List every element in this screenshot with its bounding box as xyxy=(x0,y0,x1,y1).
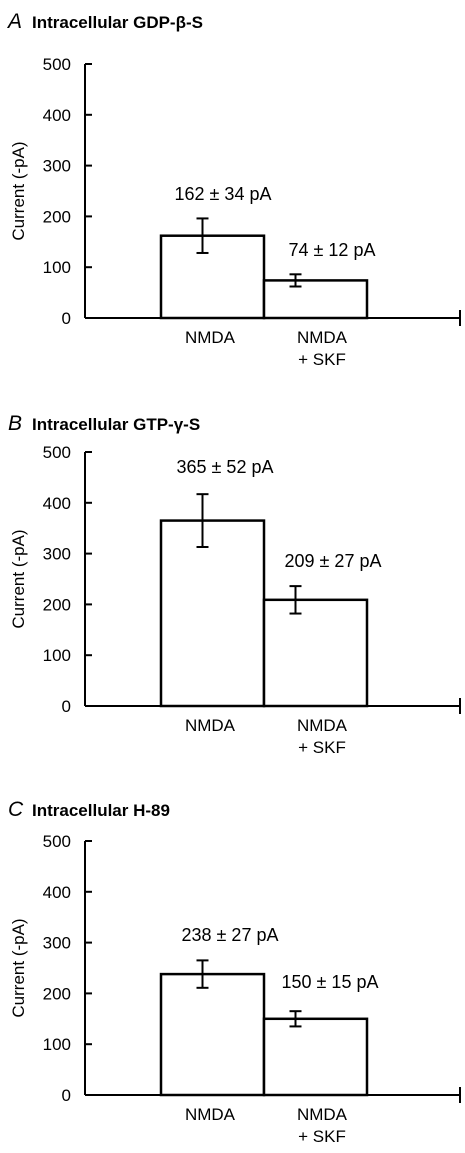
y-tick-label: 400 xyxy=(43,883,71,902)
y-axis-label: Current (-pA) xyxy=(9,918,28,1017)
category-label: NMDA xyxy=(185,716,236,735)
y-tick-label: 0 xyxy=(62,309,71,328)
y-tick-label: 500 xyxy=(43,443,71,462)
y-axis-label: Current (-pA) xyxy=(9,141,28,240)
y-tick-label: 200 xyxy=(43,207,71,226)
category-label: NMDA xyxy=(185,1105,236,1124)
category-label: NMDA + SKF xyxy=(297,328,348,369)
panel-letter: A xyxy=(6,10,22,33)
chart-panel-a: A Intracellular GDP-β-S Current (-pA) 0 100 2… xyxy=(6,10,461,369)
y-tick-label: 300 xyxy=(43,157,71,176)
category-label: NMDA + SKF xyxy=(297,1105,348,1146)
panel-letter: B xyxy=(8,412,22,435)
data-label: 365 ± 52 pA xyxy=(177,457,274,477)
data-label: 209 ± 27 pA xyxy=(285,551,382,571)
bar xyxy=(159,519,266,708)
y-tick-label: 0 xyxy=(62,1086,71,1105)
panel-title: Intracellular GDP-β-S xyxy=(32,13,203,32)
data-label: 150 ± 15 pA xyxy=(282,972,379,992)
y-axis-label: Current (-pA) xyxy=(9,529,28,628)
data-label: 238 ± 27 pA xyxy=(182,925,279,945)
bar xyxy=(159,234,266,320)
category-label: NMDA + SKF xyxy=(297,716,348,757)
panel-letter: C xyxy=(8,798,24,821)
category-label: NMDA xyxy=(185,328,236,347)
y-tick-label: 500 xyxy=(43,832,71,851)
y-tick-label: 400 xyxy=(43,494,71,513)
bar xyxy=(262,279,369,320)
y-tick-label: 0 xyxy=(62,697,71,716)
y-tick-label: 500 xyxy=(43,55,71,74)
y-tick-label: 200 xyxy=(43,984,71,1003)
y-tick-label: 100 xyxy=(43,1035,71,1054)
y-tick-label: 300 xyxy=(43,934,71,953)
chart-panel-c: C Intracellular H-89 Current (-pA) 0 100 200 3… xyxy=(8,798,461,1146)
data-label: 162 ± 34 pA xyxy=(175,184,272,204)
data-label: 74 ± 12 pA xyxy=(289,240,376,260)
bar xyxy=(262,598,369,708)
panel-title: Intracellular H-89 xyxy=(32,801,170,820)
y-tick-label: 200 xyxy=(43,595,71,614)
bar xyxy=(262,1017,369,1097)
panel-title: Intracellular GTP-γ-S xyxy=(32,415,200,434)
bar xyxy=(159,972,266,1097)
y-tick-label: 100 xyxy=(43,258,71,277)
y-tick-label: 100 xyxy=(43,646,71,665)
y-tick-label: 400 xyxy=(43,106,71,125)
chart-panel-b: B Intracellular GTP-γ-S Current (-pA) 0 100 2… xyxy=(8,412,461,757)
y-tick-label: 300 xyxy=(43,545,71,564)
